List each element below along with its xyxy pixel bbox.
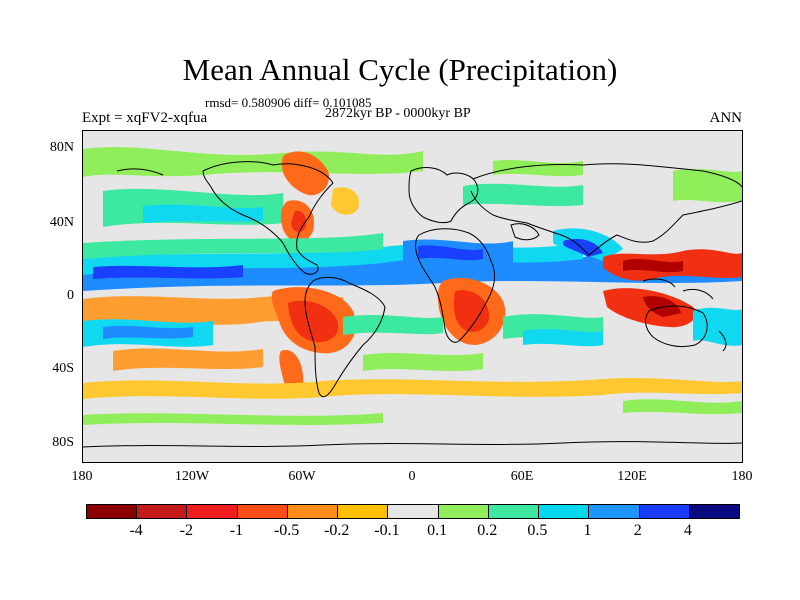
colorbar-label: -1 [229,522,244,539]
colorbar-swatch [438,505,489,518]
lon-label-180w: 180 [71,469,93,484]
colorbar-label: 2 [633,522,642,539]
colorbar-label: 0.1 [427,522,448,539]
lon-label-60w: 60W [288,469,316,484]
coastlines [83,161,742,448]
colorbar-swatch [639,505,690,518]
colorbar-label: 1 [583,522,592,539]
colorbar [86,504,740,519]
colorbar-label: 4 [683,522,692,539]
colorbar-swatch [589,505,640,518]
colorbar-swatch [338,505,389,518]
precipitation-map [82,130,743,463]
colorbar-label: 0.2 [477,522,498,539]
lat-label-40n: 40N [49,215,74,230]
colorbar-swatch [388,505,439,518]
colorbar-swatch [237,505,288,518]
colorbar-swatch [87,505,138,518]
colorbar-swatch [287,505,339,518]
colorbar-swatch [187,505,238,518]
chart-title: Mean Annual Cycle (Precipitation) [182,52,618,87]
lon-label-0: 0 [408,469,416,484]
experiment-label: Expt = xqFV2-xqfua [82,110,208,126]
colorbar-swatch [488,505,540,518]
lat-label-80s: 80S [52,435,74,450]
colorbar-label: -0.1 [374,522,400,539]
colorbar-label: -0.2 [324,522,350,539]
colorbar-label: -4 [129,522,143,539]
colorbar-label: -2 [179,522,193,539]
precip-field [83,147,742,425]
rmsd-diff-label: rmsd= 0.580906 diff= 0.101085 [205,95,372,110]
lon-label-180e: 180 [731,469,753,484]
colorbar-label: -0.5 [273,522,300,539]
lat-label-40s: 40S [52,361,74,376]
map-canvas [83,147,742,448]
colorbar-swatch [689,505,740,518]
lat-label-80n: 80N [49,140,74,155]
lon-label-60e: 60E [510,469,534,484]
season-label: ANN [709,110,743,126]
colorbar-swatch [137,505,188,518]
colorbar-label: 0.5 [527,522,548,539]
colorbar-swatch [539,505,590,518]
period-label: 2872kyr BP - 0000kyr BP [325,106,471,121]
lon-label-120e: 120E [617,469,647,484]
lat-label-0: 0 [67,288,74,303]
lon-label-120w: 120W [174,469,210,484]
